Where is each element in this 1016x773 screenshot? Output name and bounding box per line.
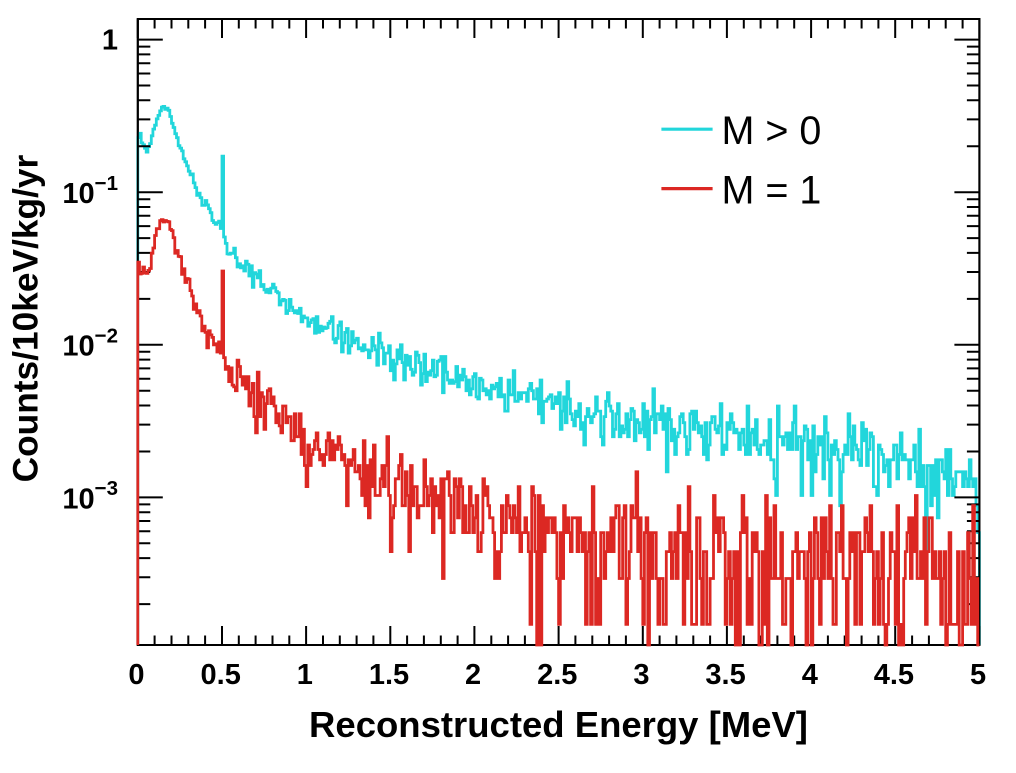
svg-text:4.5: 4.5	[874, 659, 914, 691]
svg-text:0.5: 0.5	[201, 659, 241, 691]
svg-text:Reconstructed Energy [MeV]: Reconstructed Energy [MeV]	[309, 704, 808, 745]
svg-text:5: 5	[970, 659, 986, 691]
svg-text:1.5: 1.5	[369, 659, 409, 691]
svg-text:M > 0: M > 0	[722, 109, 822, 153]
svg-text:3.5: 3.5	[705, 659, 745, 691]
svg-text:2: 2	[465, 659, 481, 691]
svg-text:2.5: 2.5	[537, 659, 577, 691]
svg-text:Counts/10keV/kg/yr: Counts/10keV/kg/yr	[7, 155, 46, 483]
svg-text:1: 1	[102, 25, 118, 57]
svg-text:4: 4	[802, 659, 818, 691]
svg-text:1: 1	[297, 659, 313, 691]
svg-text:0: 0	[128, 659, 144, 691]
svg-text:M = 1: M = 1	[722, 168, 822, 212]
svg-text:3: 3	[633, 659, 649, 691]
